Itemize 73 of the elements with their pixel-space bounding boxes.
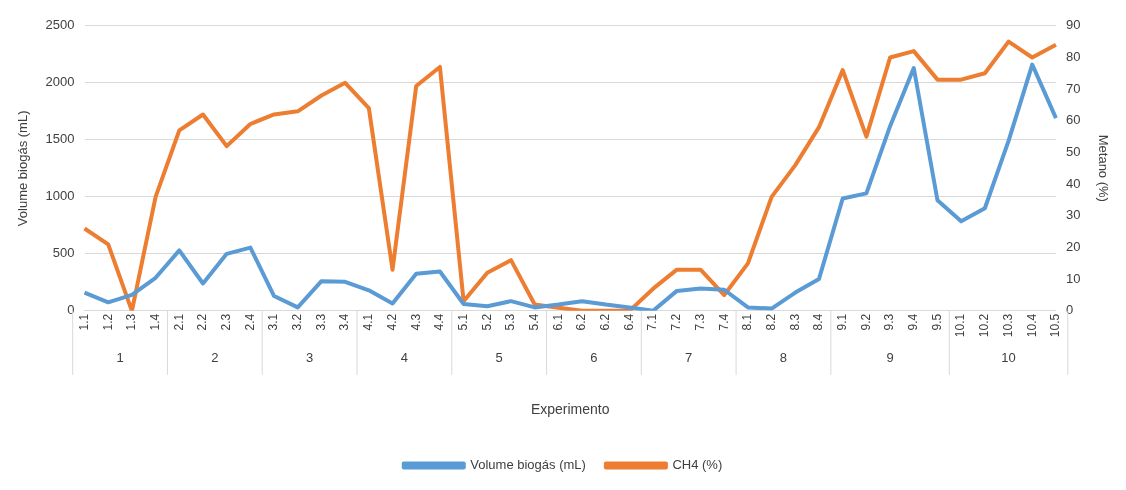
text: 5	[495, 350, 503, 366]
y2-tick-label: 80	[1065, 49, 1081, 65]
y-tick-label: 2500	[45, 17, 75, 33]
y-tick-label: 0	[67, 302, 75, 318]
x-tick-label: 7.2	[669, 313, 684, 331]
y2-tick-label: 60	[1065, 112, 1081, 128]
text: 1	[116, 350, 124, 366]
x-tick-label: 7.1	[645, 313, 660, 331]
x-tick-label: 8.3	[787, 313, 802, 331]
x-tick-label: 9.2	[858, 313, 873, 331]
x-tick-label: 5.3	[503, 313, 518, 331]
x-tick-label: 6.1	[550, 313, 565, 331]
x-tick-label: 10.2	[977, 313, 992, 338]
x-tick-label: 4.2	[384, 313, 399, 331]
y2-tick-label: 50	[1065, 144, 1081, 160]
y-tick-label: 2000	[45, 74, 75, 90]
x-tick-label: 2.3	[218, 313, 233, 331]
x-tick-label: 3.2	[290, 313, 305, 331]
x-tick-label: 10.4	[1024, 313, 1039, 338]
x-tick-label: 3.1	[266, 313, 281, 331]
x-tick-label: 2.2	[195, 313, 210, 331]
x-tick-label: 5.1	[455, 313, 470, 331]
x-tick-label: 7.4	[716, 313, 731, 331]
x-tick-label: 9.1	[835, 313, 850, 331]
y2-tick-label: 0	[1065, 302, 1074, 318]
y-tick-label: 1500	[45, 131, 75, 147]
x-tick-label: 8.2	[763, 313, 778, 331]
x-tick-label: 10.1	[953, 313, 968, 338]
text: 9	[886, 350, 894, 366]
x-axis-title: Experimento	[530, 401, 610, 418]
legend-label: Volume biogás (mL)	[470, 457, 586, 473]
x-tick-label: 8.1	[740, 313, 755, 331]
x-tick-label: 2.1	[171, 313, 186, 331]
x-tick-label: 3.4	[337, 313, 352, 331]
x-tick-label: 6.2	[598, 313, 613, 331]
x-tick-label: 2.4	[242, 313, 257, 331]
y2-tick-label: 30	[1065, 207, 1081, 223]
text: 8	[779, 350, 788, 366]
x-tick-label: 8.4	[811, 313, 826, 331]
y2-tick-label: 90	[1065, 17, 1081, 33]
text: 7	[685, 350, 693, 366]
y2-tick-label: 20	[1065, 239, 1081, 255]
x-tick-label: 1.3	[124, 313, 139, 331]
y-tick-label: 500	[52, 245, 75, 261]
y2-axis-title: Metano (%)	[1095, 134, 1111, 202]
x-tick-label: 5.2	[479, 313, 494, 331]
x-tick-label: 9.3	[882, 313, 897, 331]
x-tick-label: 7.3	[692, 313, 707, 331]
text: 3	[305, 350, 314, 366]
x-tick-label: 4.3	[408, 313, 423, 331]
x-tick-label: 10.5	[1048, 313, 1063, 338]
y2-tick-label: 40	[1065, 175, 1081, 191]
x-tick-label: 1.4	[147, 313, 162, 331]
y2-tick-label: 10	[1065, 270, 1081, 286]
y2-tick-label: 70	[1065, 80, 1081, 96]
x-tick-label: 3.3	[313, 313, 328, 331]
y-tick-label: 1000	[45, 188, 75, 204]
text: 10	[1001, 350, 1016, 366]
text: 4	[400, 350, 408, 366]
text: 2	[211, 350, 219, 366]
x-tick-label: 1.1	[76, 313, 91, 331]
x-tick-label: 4.1	[361, 313, 376, 331]
y-axis-title: Volume biogás (mL)	[15, 110, 31, 227]
text: 6	[590, 350, 598, 366]
x-tick-label: 1.2	[100, 313, 115, 331]
x-tick-label: 6.2	[574, 313, 589, 331]
x-tick-label: 9.4	[906, 313, 921, 331]
x-tick-label: 6.4	[621, 313, 636, 331]
x-tick-label: 4.4	[432, 313, 447, 331]
x-tick-label: 9.5	[929, 313, 944, 331]
x-tick-label: 5.4	[527, 313, 541, 331]
x-tick-label: 10.3	[1000, 313, 1015, 338]
legend-label: CH4 (%)	[672, 457, 723, 473]
